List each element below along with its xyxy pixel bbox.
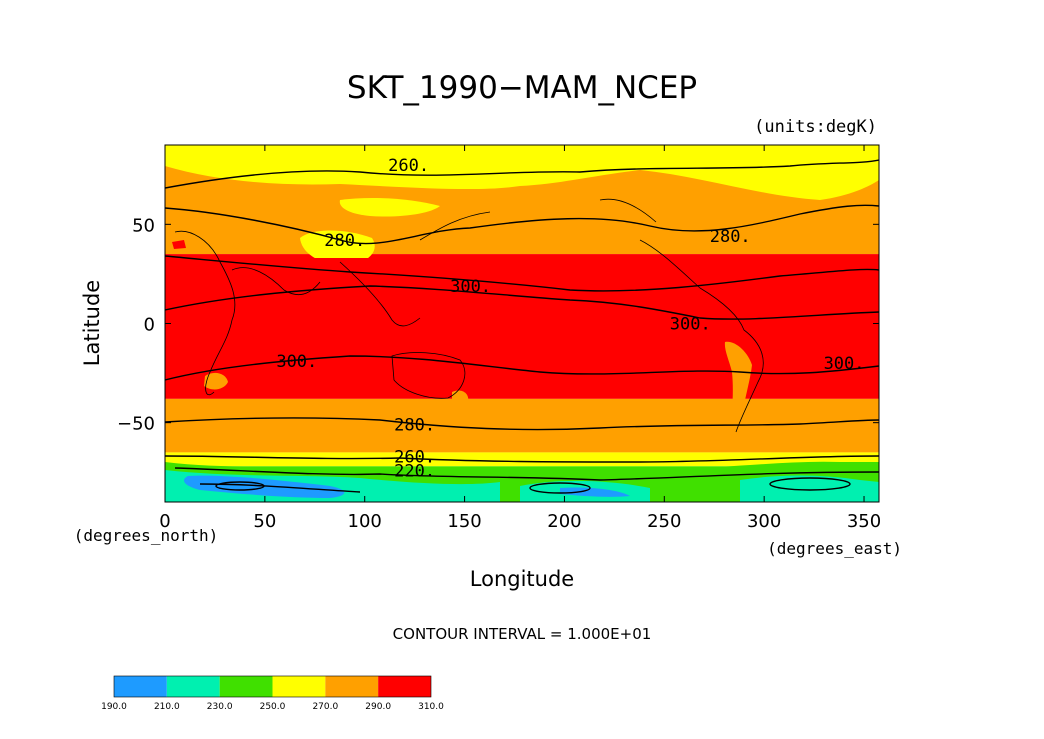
contour-290 [165, 255, 879, 292]
x-tick-label: 250 [647, 511, 681, 532]
x-tick-label: 50 [253, 511, 276, 532]
colorbar-level-label: 230.0 [207, 702, 233, 712]
contour-300-north [165, 285, 879, 320]
contour-260-south [165, 455, 879, 463]
temperature-bands [165, 145, 879, 502]
contour-300-south [165, 355, 879, 381]
colorbar-swatch [114, 676, 167, 697]
band-250-270 [165, 452, 879, 467]
contour-label: 220. [394, 461, 435, 481]
contour-ring-1 [769, 477, 851, 491]
colorbar-level-label: 290.0 [365, 702, 391, 712]
chart-title: SKT_1990−MAM_NCEP [347, 70, 697, 106]
coastlines [174, 198, 764, 433]
y-axis: 50 0 −50 [117, 215, 879, 435]
contour-ring-2 [529, 482, 591, 494]
x-tick-label: 200 [547, 511, 581, 532]
contour-label: 300. [824, 354, 865, 374]
x-tick-label: 0 [159, 511, 170, 532]
units-label: (units:degK) [754, 117, 877, 137]
colorbar-frame [113, 675, 432, 698]
colorbar-swatch [219, 676, 273, 697]
contour-260-north [165, 159, 879, 189]
colorbar-swatch [325, 676, 379, 697]
contour-label: 280. [394, 416, 435, 436]
contour-240-south [174, 467, 879, 481]
regional-features [165, 145, 879, 502]
south-africa-orange [204, 372, 228, 390]
arabia-coast [231, 267, 321, 295]
map-plot-area: 260.280. 280.300.300.300. 300.280.260.220. [164, 144, 880, 503]
x-unit-label: (degrees_east) [767, 539, 902, 558]
colorbar-swatch [378, 676, 431, 697]
x-tick-label: 150 [447, 511, 481, 532]
x-axis: 0 50 100 150 200 250 300 350 [159, 145, 881, 532]
colorbar-level-label: 310.0 [418, 702, 444, 712]
contour-ring-3 [215, 481, 265, 491]
x-tick-label: 300 [747, 511, 781, 532]
contour-labels: 260.280. 280.300.300.300. 300.280.260.220. [276, 156, 864, 481]
band-270-290 [165, 398, 879, 453]
colorbar-level-label: 270.0 [312, 702, 338, 712]
contour-label: 300. [450, 277, 491, 297]
y-tick-label: −50 [117, 414, 155, 435]
contour-280-north [165, 204, 879, 245]
subtropic-red-strip [165, 258, 879, 272]
contour-280-south [165, 417, 879, 431]
y-tick-label: 0 [144, 315, 155, 336]
x-axis-title: Longitude [470, 567, 574, 591]
colorbar-level-label: 250.0 [260, 702, 286, 712]
contour-lines [165, 159, 879, 494]
alaska-coast [599, 198, 657, 223]
west-antarctic-teal [740, 475, 879, 502]
contour-label: 280. [324, 231, 365, 251]
africa-coast [174, 230, 236, 396]
colorbar-swatch [272, 676, 326, 697]
contour-label: 280. [710, 227, 751, 247]
contour-label: 300. [276, 352, 317, 372]
siberia-yellow [339, 198, 440, 217]
x-tick-label: 100 [348, 511, 382, 532]
east-asia-coast [419, 211, 491, 241]
band-290-310 [165, 254, 879, 399]
colorbar-swatch [166, 676, 220, 697]
y-unit-label: (degrees_north) [74, 526, 219, 545]
colorbar-level-label: 210.0 [154, 702, 180, 712]
contour-label: 260. [394, 447, 435, 467]
australia-coast [391, 352, 466, 399]
tibet-cold-patch [300, 230, 375, 266]
americas-coast [639, 239, 764, 433]
andes-orange [724, 341, 752, 436]
south-asia-coast [339, 261, 421, 327]
y-axis-title: Latitude [80, 280, 104, 366]
contour-label: 260. [388, 156, 429, 176]
y-tick-label: 50 [132, 215, 155, 236]
colorbar: 190.0 210.0 230.0 250.0 270.0 290.0 310.0 [101, 675, 444, 712]
contour-interval-note: CONTOUR INTERVAL = 1.000E+01 [393, 625, 652, 643]
x-tick-label: 350 [847, 511, 881, 532]
contour-label: 300. [670, 315, 711, 335]
colorbar-level-label: 190.0 [101, 702, 127, 712]
